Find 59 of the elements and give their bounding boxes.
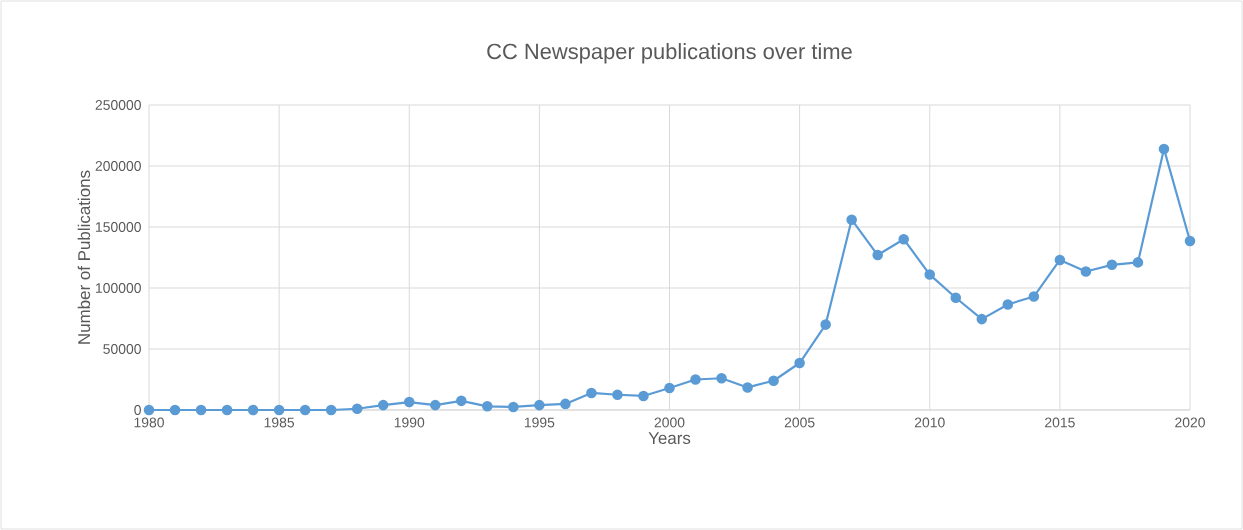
point [143, 404, 155, 416]
point [768, 375, 779, 386]
point [482, 401, 493, 412]
point [377, 399, 389, 411]
point [195, 404, 207, 416]
point [820, 319, 831, 330]
x-tick-label: 2010 [914, 417, 945, 428]
point [456, 395, 467, 407]
point [872, 249, 883, 261]
y-tick-label: 100000 [96, 283, 141, 293]
point [221, 404, 233, 416]
point [534, 399, 545, 411]
point [846, 214, 857, 225]
point [247, 404, 259, 416]
y-tick-label: 200000 [95, 161, 141, 171]
point [794, 357, 805, 369]
point [950, 292, 962, 304]
y-tick-label: 0 [134, 405, 141, 415]
point [716, 372, 727, 384]
x-axis-title: Years [648, 432, 691, 445]
point [1028, 291, 1040, 302]
point [1106, 259, 1118, 271]
point [742, 382, 753, 393]
y-tick-label: 50000 [103, 344, 141, 354]
point [924, 269, 936, 280]
point [351, 403, 363, 415]
x-tick-label: 2005 [784, 417, 815, 428]
point [508, 401, 519, 413]
point [560, 398, 571, 410]
point [1054, 254, 1066, 266]
point [638, 390, 649, 402]
x-tick-label: 2000 [654, 417, 685, 428]
point [976, 313, 988, 325]
x-tick-label: 2020 [1175, 417, 1205, 428]
point [1080, 266, 1092, 277]
point [1132, 257, 1144, 268]
point [612, 389, 623, 401]
point [169, 404, 181, 416]
point [273, 404, 285, 416]
point [403, 396, 415, 408]
chart-title: CC Newspaper publications over time [487, 43, 852, 64]
point [664, 382, 675, 394]
point [299, 404, 311, 416]
point [325, 404, 337, 416]
point [690, 374, 701, 385]
x-tick-label: 1985 [264, 417, 295, 428]
x-tick-label: 1995 [524, 417, 555, 428]
y-axis-title: Number of Publications [77, 170, 91, 344]
point [1002, 299, 1014, 310]
y-tick-label: 250000 [95, 100, 141, 110]
y-tick-label: 150000 [96, 222, 141, 232]
point [586, 387, 597, 399]
point [898, 233, 909, 245]
x-tick-label: 1980 [134, 417, 164, 428]
point [1158, 143, 1170, 155]
point [1184, 235, 1196, 247]
point [429, 399, 441, 411]
x-tick-label: 1990 [394, 417, 425, 428]
x-tick-label: 2015 [1045, 417, 1075, 428]
